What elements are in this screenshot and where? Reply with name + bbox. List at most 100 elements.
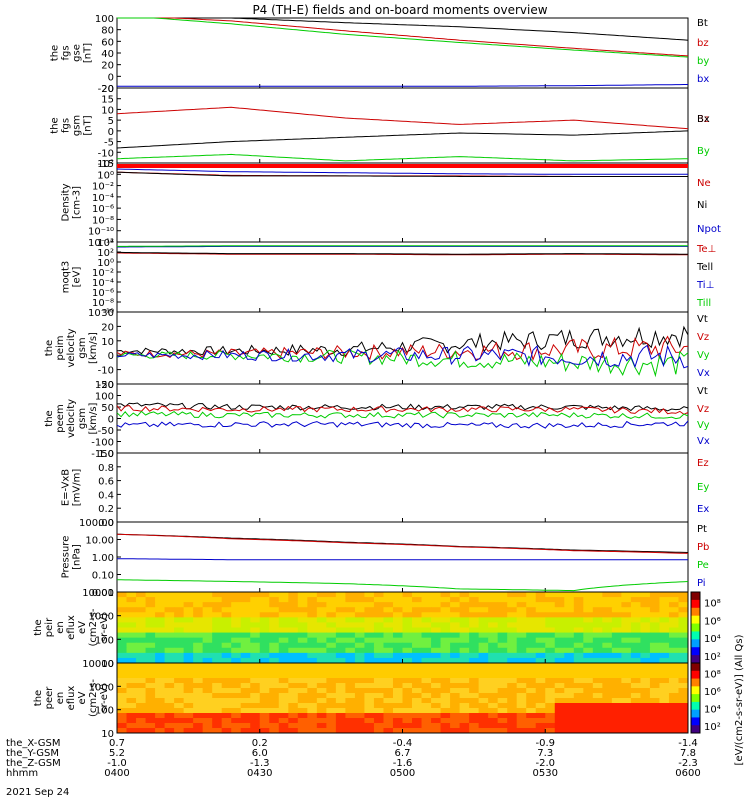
heatmap-cell — [630, 617, 641, 623]
heatmap-cell — [668, 612, 679, 618]
heatmap-cell — [250, 642, 261, 649]
heatmap-cell — [488, 652, 499, 659]
y-axis-label: the — [33, 619, 44, 635]
heatmap-cell — [183, 622, 194, 628]
heatmap-cell — [373, 708, 384, 714]
heatmap-cell — [402, 718, 413, 724]
colorbar-tick-label: 10⁸ — [704, 670, 721, 681]
heatmap-cell — [278, 713, 289, 719]
heatmap-cell — [155, 663, 166, 669]
heatmap-cell — [450, 693, 461, 699]
heatmap-cell — [335, 627, 346, 634]
heatmap-cell — [316, 592, 327, 598]
heatmap-cell — [602, 708, 613, 714]
heatmap-cell — [164, 683, 175, 689]
heatmap-cell — [231, 688, 242, 694]
heatmap-cell — [611, 683, 622, 689]
heatmap-cell — [621, 698, 632, 704]
heatmap-cell — [259, 663, 270, 669]
heatmap-cell — [392, 617, 403, 623]
heatmap-cell — [659, 718, 670, 724]
heatmap-cell — [678, 652, 689, 659]
heatmap-cell — [526, 693, 537, 699]
heatmap-cell — [668, 693, 679, 699]
heatmap-cell — [507, 673, 518, 679]
heatmap-cell — [611, 693, 622, 699]
heatmap-cell — [450, 673, 461, 679]
y-tick-label: 40 — [101, 49, 114, 60]
heatmap-cell — [392, 683, 403, 689]
heatmap-cell — [459, 657, 470, 664]
heatmap-cell — [345, 718, 356, 724]
y-axis-label: en — [55, 621, 66, 634]
heatmap-cell — [345, 698, 356, 704]
heatmap-cell — [269, 607, 280, 613]
heatmap-cell — [668, 642, 679, 649]
colorbar-swatch — [691, 655, 700, 664]
heatmap-cell — [421, 663, 432, 669]
colorbar-tick-label: 10⁸ — [704, 599, 721, 610]
y-axis-label: [km/s] — [88, 402, 99, 434]
heatmap-cell — [136, 602, 147, 608]
heatmap-cell — [155, 723, 166, 729]
heatmap-cell — [450, 657, 461, 664]
heatmap-cell — [573, 683, 584, 689]
y-tick-label: 10.00 — [85, 536, 114, 547]
heatmap-cell — [354, 678, 365, 684]
heatmap-cell — [640, 723, 651, 729]
heatmap-cell — [155, 708, 166, 714]
heatmap-cell — [164, 723, 175, 729]
heatmap-cell — [469, 673, 480, 679]
heatmap-cell — [278, 592, 289, 598]
heatmap-cell — [488, 718, 499, 724]
heatmap-cell — [507, 627, 518, 634]
heatmap-cell — [478, 673, 489, 679]
heatmap-cell — [364, 622, 375, 628]
legend-entry: Vx — [697, 368, 710, 379]
heatmap-cell — [412, 627, 423, 634]
colorbar-swatch — [691, 678, 700, 687]
heatmap-cell — [174, 728, 185, 734]
heatmap-cell — [250, 728, 261, 734]
heatmap-cell — [412, 713, 423, 719]
heatmap-cell — [183, 693, 194, 699]
heatmap-cell — [307, 622, 318, 628]
heatmap-cell — [259, 632, 270, 639]
colorbar-tick-label: 10² — [704, 722, 721, 733]
heatmap-cell — [383, 688, 394, 694]
heatmap-cell — [364, 592, 375, 598]
heatmap-cell — [297, 728, 308, 734]
heatmap-cell — [193, 683, 204, 689]
heatmap-cell — [412, 708, 423, 714]
legend-entry: Ne — [697, 178, 711, 189]
heatmap-cell — [373, 597, 384, 603]
heatmap-cell — [526, 597, 537, 603]
heatmap-cell — [117, 592, 128, 598]
heatmap-cell — [202, 723, 213, 729]
heatmap-cell — [193, 693, 204, 699]
heatmap-cell — [668, 632, 679, 639]
heatmap-cell — [611, 597, 622, 603]
heatmap-cell — [335, 612, 346, 618]
heatmap-cell — [535, 637, 546, 644]
y-tick-label: 1.00 — [92, 553, 114, 564]
heatmap-cell — [392, 708, 403, 714]
heatmap-cell — [554, 668, 565, 674]
y-tick-label: 0.2 — [98, 504, 114, 515]
heatmap-cell — [526, 723, 537, 729]
heatmap-cell — [126, 647, 137, 654]
heatmap-cell — [345, 637, 356, 644]
heatmap-cell — [345, 708, 356, 714]
heatmap-cell — [212, 723, 223, 729]
heatmap-cell — [535, 713, 546, 719]
heatmap-cell — [440, 663, 451, 669]
heatmap-cell — [450, 668, 461, 674]
heatmap-cell — [431, 617, 442, 623]
heatmap-cell — [469, 637, 480, 644]
heatmap-cell — [412, 728, 423, 734]
heatmap-cell — [621, 688, 632, 694]
heatmap-cell — [316, 688, 327, 694]
heatmap-cell — [592, 718, 603, 724]
heatmap-cell — [193, 632, 204, 639]
